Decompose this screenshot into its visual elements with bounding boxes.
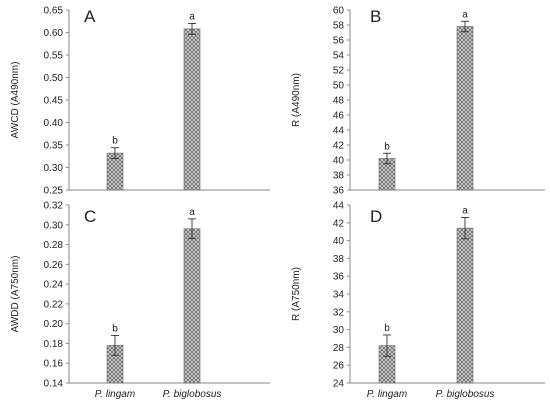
significance-label: b [112, 136, 118, 147]
y-tick-label: 0.65 [44, 6, 64, 17]
y-tick-label: 44 [333, 201, 345, 212]
y-tick-label: 0.60 [44, 28, 64, 39]
significance-label: a [189, 12, 195, 23]
y-axis-title: AWDD (A750nm) [10, 256, 21, 333]
panel-letter: A [84, 7, 96, 26]
y-tick-label: 36 [333, 186, 345, 197]
y-tick-label: 38 [333, 171, 345, 182]
error-bar [461, 217, 469, 240]
bar-p-biglobosus [456, 26, 474, 191]
y-tick-label: 0.18 [44, 339, 64, 350]
error-bar [188, 218, 196, 240]
y-tick-label: 52 [333, 66, 345, 77]
y-tick-label: 0.32 [44, 201, 64, 212]
y-tick-label: 0.55 [44, 51, 64, 62]
error-bar [461, 20, 469, 33]
y-tick-label: 54 [333, 51, 345, 62]
y-tick-label: 0.26 [44, 260, 64, 271]
y-tick-label: 42 [333, 141, 345, 152]
bar-p-biglobosus [183, 228, 201, 384]
y-tick-label: 0.30 [44, 163, 64, 174]
y-tick-label: 32 [333, 307, 345, 318]
panel-d: 24 26 28 30 32 34 36 38 40 42 44 R (A750nm) Db P. lin… [291, 201, 545, 400]
y-tick-label: 0.16 [44, 359, 64, 370]
panel-a: 0.25 0.30 0.35 0.40 0.45 0.50 0.55 0.60 0.65 AWCD… [10, 6, 270, 197]
y-tick-label: 48 [333, 96, 345, 107]
y-tick-label: 28 [333, 343, 345, 354]
significance-label: b [112, 324, 118, 335]
y-tick-label: 0.25 [44, 186, 64, 197]
significance-label: b [384, 141, 390, 152]
y-tick-label: 0.30 [44, 220, 64, 231]
error-bar [188, 23, 196, 35]
y-tick-label: 0.14 [44, 379, 64, 390]
significance-label: a [462, 9, 468, 20]
error-bar [111, 335, 119, 356]
category-label: P. biglobosus [163, 389, 222, 400]
panel-c: 0.14 0.16 0.18 0.20 0.22 0.24 0.26 0.28 0.30 0.32… [10, 201, 270, 400]
y-tick-label: 60 [333, 6, 345, 17]
category-label: P. lingam [367, 389, 407, 400]
y-axis-title: R (A750nm) [291, 267, 302, 321]
bar-p-biglobosus [183, 28, 201, 191]
y-tick-label: 34 [333, 290, 345, 301]
y-tick-label: 36 [333, 272, 345, 283]
panel-letter: D [370, 207, 382, 226]
panel-b: 36 38 40 42 44 46 48 50 52 54 56 58 60 R (A490nm) Bb a [291, 6, 545, 197]
bar-p-biglobosus [456, 227, 474, 384]
y-tick-label: 46 [333, 111, 345, 122]
y-axis-title: AWCD (A490nm) [10, 62, 21, 139]
y-tick-label: 42 [333, 218, 345, 229]
y-tick-label: 30 [333, 325, 345, 336]
y-tick-label: 58 [333, 21, 345, 32]
category-label: P. lingam [95, 389, 135, 400]
y-tick-label: 56 [333, 36, 345, 47]
category-label: P. biglobosus [436, 389, 495, 400]
y-tick-label: 40 [333, 236, 345, 247]
y-tick-label: 40 [333, 156, 345, 167]
y-tick-label: 26 [333, 361, 345, 372]
y-tick-label: 44 [333, 126, 345, 137]
significance-label: b [384, 323, 390, 334]
y-tick-label: 0.50 [44, 73, 64, 84]
y-tick-label: 24 [333, 379, 345, 390]
y-tick-label: 0.40 [44, 118, 64, 129]
y-tick-label: 38 [333, 254, 345, 265]
error-bar [383, 334, 391, 357]
y-tick-label: 50 [333, 81, 345, 92]
y-tick-label: 0.35 [44, 141, 64, 152]
significance-label: a [462, 205, 468, 216]
y-tick-label: 0.20 [44, 319, 64, 330]
panel-letter: C [84, 207, 96, 226]
y-tick-label: 0.28 [44, 240, 64, 251]
significance-label: a [189, 207, 195, 218]
error-bar [383, 152, 391, 165]
y-tick-label: 0.24 [44, 280, 64, 291]
y-tick-label: 0.45 [44, 96, 64, 107]
error-bar [111, 147, 119, 159]
y-axis-title: R (A490nm) [291, 73, 302, 127]
y-tick-label: 0.22 [44, 299, 64, 310]
panel-letter: B [370, 7, 381, 26]
